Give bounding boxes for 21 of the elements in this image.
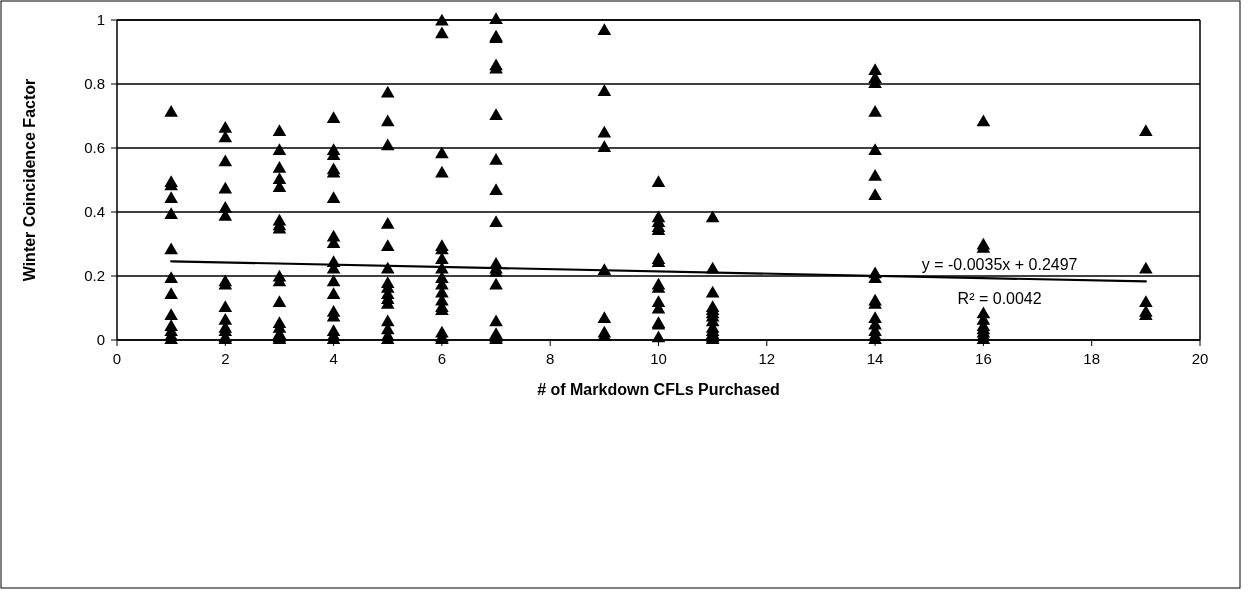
x-tick-label: 6 [437, 350, 447, 367]
x-tick-label: 8 [546, 350, 555, 367]
y-tick-label: 0.6 [84, 139, 105, 156]
x-axis-title: # of Markdown CFLs Purchased [537, 381, 780, 398]
x-tick-label: 12 [758, 350, 776, 367]
x-tick-label: 4 [329, 350, 338, 367]
x-tick-label: 0 [112, 350, 122, 367]
y-tick-label: 0.4 [84, 203, 105, 220]
x-tick-label: 16 [975, 350, 992, 367]
x-tick-label: 20 [1191, 350, 1209, 367]
annotation: y = -0.0035x + 0.2497 [921, 256, 1078, 273]
y-tick-label: 0.2 [84, 267, 105, 284]
x-tick-label: 2 [221, 350, 230, 367]
annotation: R² = 0.0042 [957, 290, 1042, 307]
y-tick-label: 0.8 [84, 75, 105, 92]
x-tick-label: 18 [1083, 350, 1101, 367]
y-axis-title: Winter Coincidence Factor [21, 78, 38, 282]
x-tick-label: 10 [650, 350, 667, 367]
y-tick-label: 0 [96, 331, 105, 348]
y-tick-label: 1 [96, 11, 105, 28]
x-tick-label: 14 [866, 350, 884, 367]
